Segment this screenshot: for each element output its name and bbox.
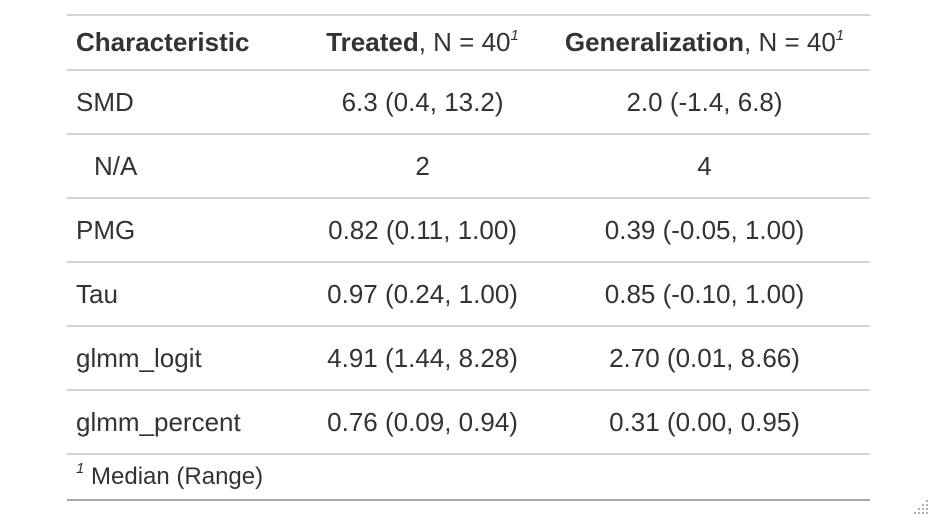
footnote-text: Median (Range) [84, 463, 264, 490]
header-treated: Treated, N = 401 [306, 15, 539, 70]
table-row: N/A 2 4 [67, 134, 870, 198]
header-generalization-name: Generalization [564, 27, 745, 57]
footnote-marker: 1 [76, 460, 85, 477]
cell-generalization: 0.85 (-0.10, 1.00) [604, 278, 805, 309]
header-treated-name: Treated [326, 27, 419, 57]
row-label: N/A [94, 150, 138, 181]
row-label: Tau [76, 278, 118, 309]
cell-treated: 0.82 (0.11, 1.00) [328, 214, 517, 245]
resize-grip-icon[interactable] [912, 498, 930, 516]
cell-treated: 0.76 (0.09, 0.94) [327, 406, 518, 437]
footnote-row: 1 Median (Range) [67, 454, 870, 500]
row-label: glmm_percent [76, 406, 241, 437]
cell-generalization: 4 [697, 150, 712, 181]
cell-generalization: 0.39 (-0.05, 1.00) [604, 214, 805, 245]
header-generalization: Generalization, N = 401 [539, 15, 870, 70]
table-header: Characteristic Treated, N = 401 Generali… [67, 15, 870, 70]
cell-generalization: 2.70 (0.01, 8.66) [609, 342, 800, 373]
table-body: SMD 6.3 (0.4, 13.2) 2.0 (-1.4, 6.8) N/A … [67, 70, 870, 454]
cell-treated: 4.91 (1.44, 8.28) [327, 342, 518, 373]
table-row: glmm_percent 0.76 (0.09, 0.94) 0.31 (0.0… [67, 390, 870, 454]
row-label: glmm_logit [76, 342, 202, 373]
row-label: SMD [76, 86, 134, 117]
cell-treated: 2 [415, 150, 430, 181]
header-treated-footnote-marker: 1 [510, 27, 519, 44]
header-treated-n: , N = 40 [418, 27, 511, 57]
table-row: Tau 0.97 (0.24, 1.00) 0.85 (-0.10, 1.00) [67, 262, 870, 326]
summary-table: Characteristic Treated, N = 401 Generali… [67, 14, 870, 501]
header-characteristic: Characteristic [76, 27, 250, 57]
header-generalization-footnote-marker: 1 [835, 27, 845, 44]
table-row: PMG 0.82 (0.11, 1.00) 0.39 (-0.05, 1.00) [67, 198, 870, 262]
cell-treated: 0.97 (0.24, 1.00) [327, 278, 518, 309]
footnote: 1 Median (Range) [67, 454, 870, 500]
table-row: SMD 6.3 (0.4, 13.2) 2.0 (-1.4, 6.8) [67, 70, 870, 134]
header-generalization-n: , N = 40 [744, 27, 836, 57]
cell-generalization: 0.31 (0.00, 0.95) [609, 406, 800, 437]
cell-generalization: 2.0 (-1.4, 6.8) [626, 86, 783, 117]
table-row: glmm_logit 4.91 (1.44, 8.28) 2.70 (0.01,… [67, 326, 870, 390]
table-footer: 1 Median (Range) [67, 454, 870, 500]
cell-treated: 6.3 (0.4, 13.2) [341, 86, 504, 117]
header-row: Characteristic Treated, N = 401 Generali… [67, 15, 870, 70]
row-label: PMG [76, 214, 136, 245]
